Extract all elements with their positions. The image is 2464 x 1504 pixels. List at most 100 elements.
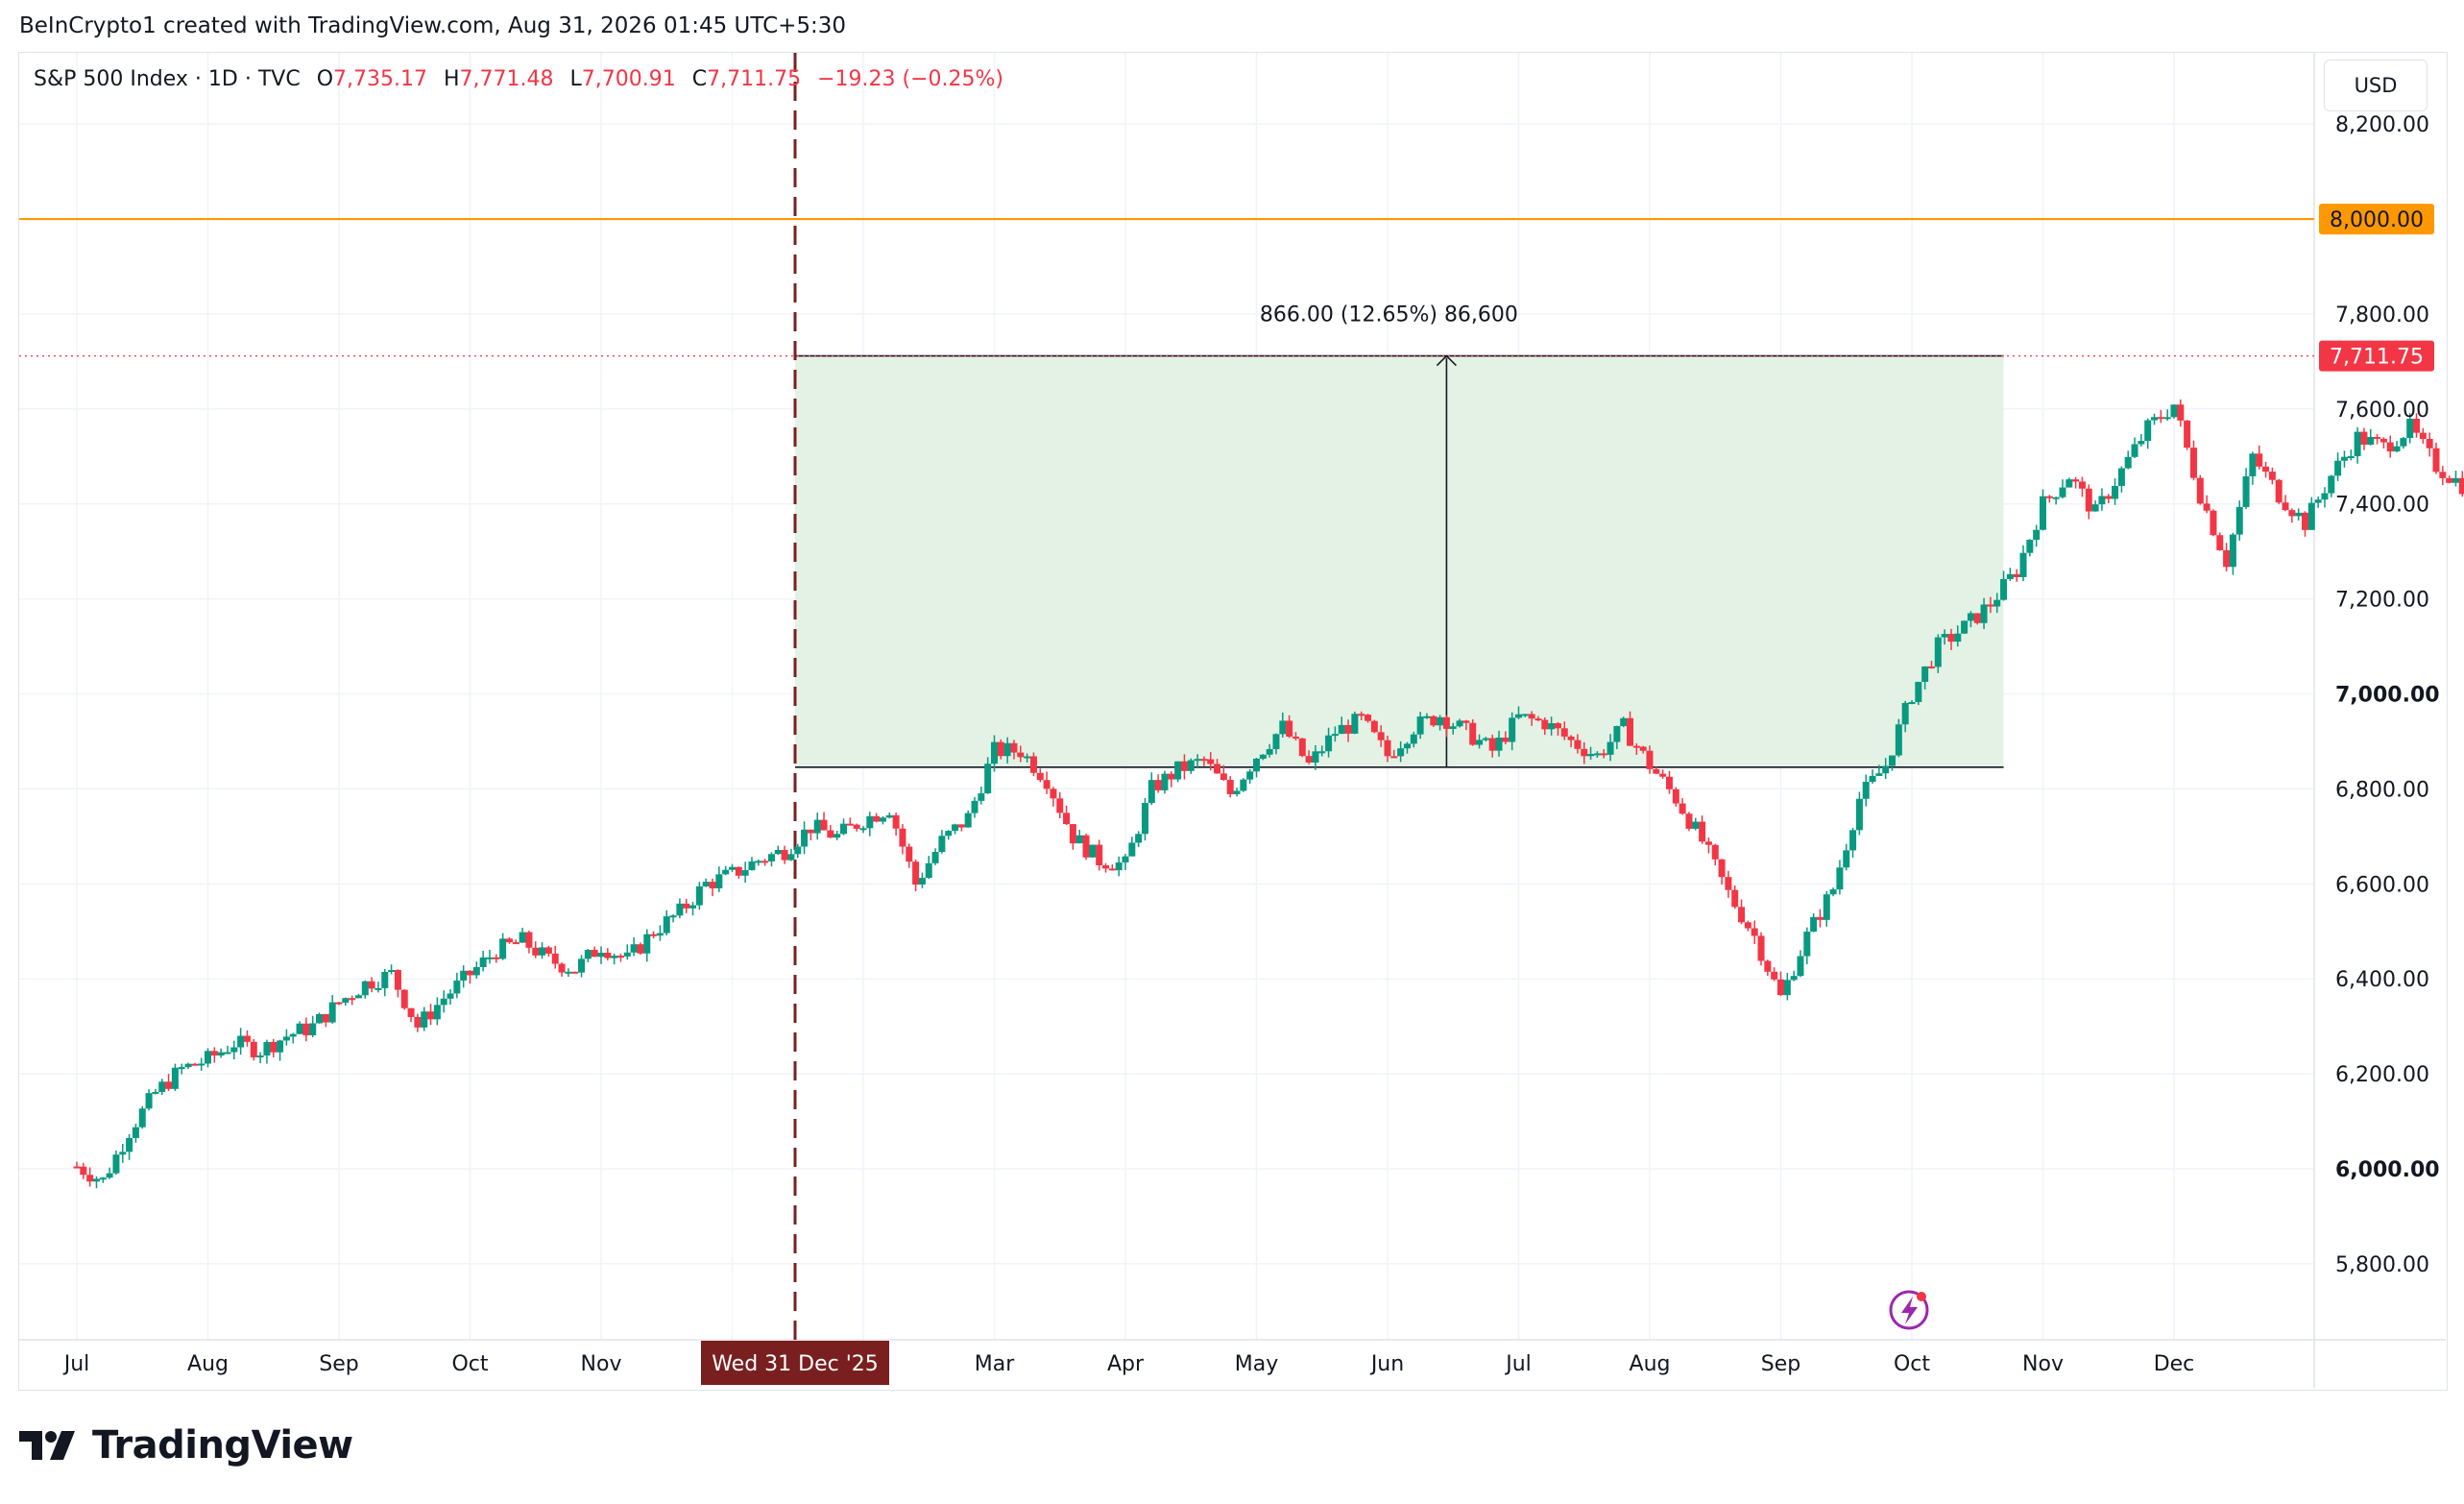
candle-body[interactable] xyxy=(86,1175,94,1182)
candle-body[interactable] xyxy=(984,764,992,794)
candle-body[interactable] xyxy=(767,854,775,861)
candle-body[interactable] xyxy=(1685,813,1693,829)
candle-body[interactable] xyxy=(1476,740,1484,745)
candle-body[interactable] xyxy=(210,1051,218,1056)
candle-body[interactable] xyxy=(1370,720,1378,733)
candle-body[interactable] xyxy=(1331,734,1339,737)
candle-body[interactable] xyxy=(1921,666,1929,682)
candle-body[interactable] xyxy=(1771,971,1778,980)
candle-body[interactable] xyxy=(1947,634,1955,643)
candle-body[interactable] xyxy=(1711,844,1719,860)
candle-body[interactable] xyxy=(729,866,736,870)
candle-body[interactable] xyxy=(892,814,900,829)
candle-body[interactable] xyxy=(2406,419,2414,439)
candle-body[interactable] xyxy=(1528,714,1535,719)
candle-body[interactable] xyxy=(1803,932,1811,957)
candle-body[interactable] xyxy=(512,942,519,945)
candle-body[interactable] xyxy=(1849,830,1857,851)
candle-body[interactable] xyxy=(964,813,972,828)
candle-body[interactable] xyxy=(741,870,749,876)
candle-body[interactable] xyxy=(1305,756,1313,763)
candle-body[interactable] xyxy=(2189,448,2197,478)
candle-body[interactable] xyxy=(565,971,572,974)
candle-body[interactable] xyxy=(2210,510,2217,536)
candle-body[interactable] xyxy=(80,1166,87,1176)
candle-body[interactable] xyxy=(1777,979,1784,996)
candle-body[interactable] xyxy=(1515,714,1522,718)
candle-body[interactable] xyxy=(479,957,487,967)
candle-body[interactable] xyxy=(643,934,651,954)
candle-body[interactable] xyxy=(1993,599,2001,607)
candle-body[interactable] xyxy=(2065,479,2073,488)
candle-body[interactable] xyxy=(2006,573,2014,579)
candle-body[interactable] xyxy=(263,1041,271,1056)
candle-body[interactable] xyxy=(597,952,605,958)
candle-body[interactable] xyxy=(2439,472,2447,478)
candle-body[interactable] xyxy=(794,846,802,855)
candle-body[interactable] xyxy=(1927,666,1935,668)
candle-body[interactable] xyxy=(1207,759,1215,764)
candle-body[interactable] xyxy=(1135,834,1143,843)
candle-body[interactable] xyxy=(1606,741,1614,755)
candle-body[interactable] xyxy=(1036,772,1044,781)
candle-body[interactable] xyxy=(2131,444,2138,457)
candle-body[interactable] xyxy=(119,1152,127,1155)
candle-body[interactable] xyxy=(1600,753,1607,756)
candle-body[interactable] xyxy=(2203,503,2210,511)
candle-body[interactable] xyxy=(695,885,703,906)
candle-body[interactable] xyxy=(1679,803,1686,814)
candle-body[interactable] xyxy=(1567,736,1575,740)
candle-body[interactable] xyxy=(2170,404,2178,418)
candle-body[interactable] xyxy=(676,903,684,916)
candle-body[interactable] xyxy=(1384,740,1391,757)
candle-body[interactable] xyxy=(1089,844,1097,858)
candle-body[interactable] xyxy=(178,1067,185,1070)
candle-body[interactable] xyxy=(2249,453,2257,476)
lightning-icon[interactable] xyxy=(1889,1290,1929,1330)
candle-body[interactable] xyxy=(282,1036,290,1041)
candle-body[interactable] xyxy=(2138,441,2145,445)
candle-body[interactable] xyxy=(368,981,375,989)
candle-body[interactable] xyxy=(761,861,769,863)
candle-body[interactable] xyxy=(2419,432,2427,439)
candle-body[interactable] xyxy=(198,1063,205,1066)
candle-body[interactable] xyxy=(2400,438,2407,447)
candle-body[interactable] xyxy=(421,1011,428,1028)
candle-body[interactable] xyxy=(1200,759,1208,762)
candle-body[interactable] xyxy=(623,952,631,957)
candle-body[interactable] xyxy=(2360,431,2368,445)
candle-body[interactable] xyxy=(1509,717,1516,742)
candle-body[interactable] xyxy=(2026,540,2034,553)
candle-body[interactable] xyxy=(846,823,854,826)
candle-body[interactable] xyxy=(1593,753,1601,756)
candle-body[interactable] xyxy=(1862,782,1870,799)
candle-body[interactable] xyxy=(1889,755,1896,766)
candle-body[interactable] xyxy=(1967,613,1974,621)
candle-body[interactable] xyxy=(460,970,468,981)
candle-body[interactable] xyxy=(840,823,848,835)
candle-body[interactable] xyxy=(217,1052,225,1056)
candle-body[interactable] xyxy=(1548,723,1556,730)
candle-body[interactable] xyxy=(1161,773,1169,790)
candle-body[interactable] xyxy=(1534,718,1542,721)
candle-body[interactable] xyxy=(505,938,513,943)
candle-body[interactable] xyxy=(1096,844,1103,865)
candle-body[interactable] xyxy=(2379,438,2387,443)
candle-body[interactable] xyxy=(938,836,946,853)
candle-body[interactable] xyxy=(1961,620,1969,634)
candle-body[interactable] xyxy=(1462,720,1470,723)
candle-body[interactable] xyxy=(2091,504,2099,512)
candle-body[interactable] xyxy=(2144,420,2152,442)
candle-body[interactable] xyxy=(2413,419,2421,433)
candle-body[interactable] xyxy=(394,969,401,990)
candle-body[interactable] xyxy=(1973,613,1981,623)
candle-body[interactable] xyxy=(2302,512,2308,530)
candle-body[interactable] xyxy=(669,915,677,918)
candle-body[interactable] xyxy=(1128,842,1136,857)
candle-body[interactable] xyxy=(191,1063,199,1066)
candle-body[interactable] xyxy=(427,1011,435,1020)
candle-body[interactable] xyxy=(1620,717,1628,727)
candle-body[interactable] xyxy=(519,932,526,943)
candle-body[interactable] xyxy=(978,793,985,801)
candle-body[interactable] xyxy=(184,1063,192,1068)
